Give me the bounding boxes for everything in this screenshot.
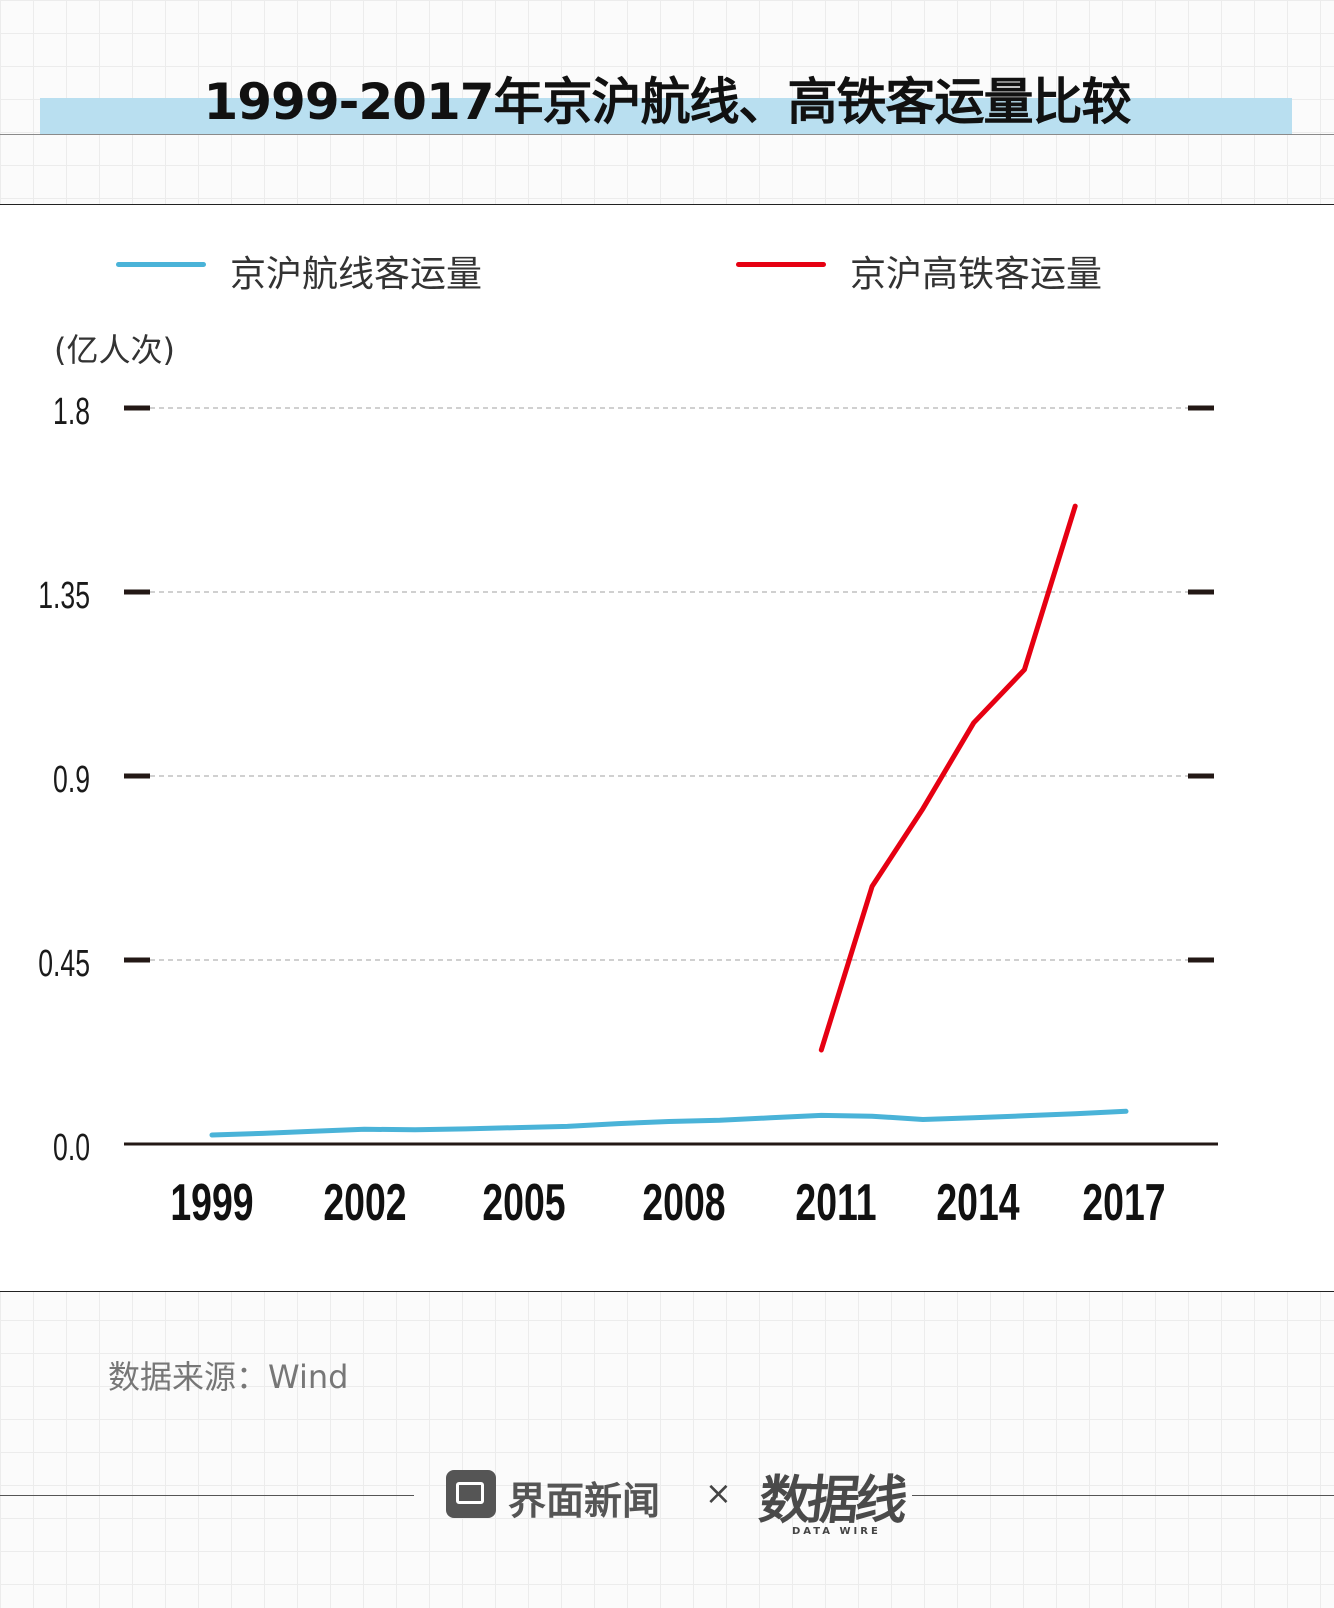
title-band <box>40 98 1292 134</box>
footer-rule-left <box>0 1495 414 1496</box>
data-source: 数据来源：Wind <box>108 1358 349 1396</box>
footer-rule-right <box>912 1495 1334 1496</box>
legend-swatch-rail <box>736 262 826 267</box>
y-tick-label: 0.45 <box>38 941 90 984</box>
x-tick-label: 2002 <box>323 1173 406 1232</box>
legend-label-rail: 京沪高铁客运量 <box>850 254 1103 295</box>
y-tick-label: 0.9 <box>53 757 90 800</box>
x-tick-label: 2008 <box>642 1173 725 1232</box>
y-unit-label: (亿人次) <box>54 331 175 369</box>
y-tick-label: 1.8 <box>53 389 90 432</box>
jiemian-logo-icon <box>446 1470 496 1518</box>
x-tick-label: 2014 <box>936 1173 1019 1232</box>
x-tick-label: 2017 <box>1082 1173 1165 1232</box>
chart-title: 1999-2017年京沪航线、高铁客运量比较 <box>203 73 1131 131</box>
title-rule <box>0 134 1334 135</box>
brand-jiemian: 界面新闻 <box>508 1479 661 1523</box>
series-line-rail <box>818 503 1078 1053</box>
legend-label-air: 京沪航线客运量 <box>230 254 483 295</box>
times-sign: × <box>705 1474 732 1512</box>
x-tick-label: 1999 <box>170 1173 253 1232</box>
series-line-air <box>209 1108 1129 1138</box>
legend-swatch-air <box>116 262 206 267</box>
brand-data-wire: 数据线 <box>756 1470 907 1531</box>
y-tick-label: 1.35 <box>38 573 90 616</box>
y-tick-label: 0.0 <box>53 1125 90 1168</box>
title-area: 1999-2017年京沪航线、高铁客运量比较 <box>0 40 1334 150</box>
brand-data-wire-sub: DATA WIRE <box>792 1526 881 1537</box>
x-tick-label: 2005 <box>482 1173 565 1232</box>
x-tick-label: 2011 <box>795 1173 876 1232</box>
line-chart: 1.8 1.35 0.9 0.45 0.0 1999 2002 2005 2008 2011 201… <box>38 389 1218 1232</box>
